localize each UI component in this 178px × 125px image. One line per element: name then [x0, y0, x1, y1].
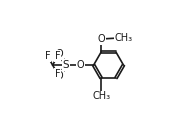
- Text: F: F: [55, 51, 61, 61]
- Text: F: F: [44, 51, 50, 61]
- Text: CH₃: CH₃: [92, 91, 110, 101]
- Text: O: O: [56, 49, 64, 59]
- Text: O: O: [97, 34, 105, 44]
- Text: CH₃: CH₃: [114, 33, 132, 43]
- Text: O: O: [76, 60, 84, 70]
- Text: O: O: [56, 71, 64, 81]
- Text: F: F: [55, 69, 61, 79]
- Text: S: S: [63, 60, 69, 70]
